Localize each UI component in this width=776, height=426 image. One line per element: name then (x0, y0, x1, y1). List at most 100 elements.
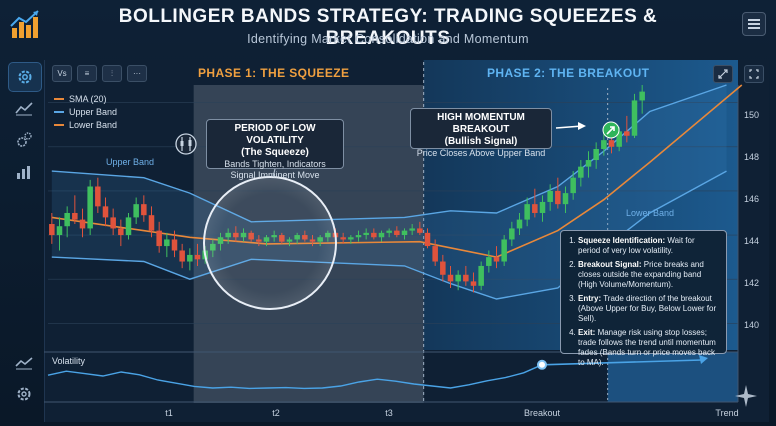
candle-body (501, 239, 507, 262)
y-tick-label: 148 (744, 152, 760, 162)
legend-item-sma[interactable]: SMA (20) (54, 92, 117, 105)
candle-body (624, 131, 630, 136)
candle-body (164, 239, 170, 247)
sidebar-item-preferences[interactable] (8, 380, 40, 408)
candle-body (355, 235, 362, 238)
hamburger-icon (748, 19, 760, 29)
breakout-callout: HIGH MOMENTUM BREAKOUT (Bullish Signal) … (410, 108, 552, 158)
candle-body (72, 212, 78, 220)
breakout-callout-line1: Price Closes Above Upper Band (416, 148, 546, 158)
sidebar-item-settings[interactable] (8, 62, 42, 92)
step-text: Price breaks and closes outside the expa… (578, 260, 704, 289)
line-chart-icon (15, 102, 33, 116)
squeeze-callout-title: PERIOD OF LOW VOLATILITY (234, 123, 316, 146)
gears-icon (17, 132, 32, 147)
candle-body (187, 254, 193, 262)
sidebar-item-indicator[interactable] (8, 348, 40, 376)
legend-text-upper: Upper Band (69, 106, 118, 117)
candle-body (363, 232, 369, 236)
candle-body (455, 274, 461, 282)
compare-button[interactable]: Vs (52, 65, 72, 82)
step-label: Exit: (578, 328, 596, 337)
candle-body (555, 190, 561, 205)
y-tick-label: 146 (744, 194, 760, 204)
step-label: Breakout Signal: (578, 260, 642, 269)
candle-body (570, 177, 576, 194)
candle-body (601, 140, 607, 149)
candle-body (386, 230, 392, 233)
candle-body (340, 237, 346, 240)
step-text: Manage risk using stop losses; trade fol… (578, 328, 716, 367)
legend-text-sma: SMA (20) (69, 93, 107, 104)
candles-button[interactable]: ⫶ (102, 65, 122, 82)
candle-body (194, 254, 201, 260)
candle-body (133, 204, 139, 218)
legend-swatch-lower (54, 123, 64, 126)
candle-body (516, 219, 523, 229)
legend-text-lower: Lower Band (69, 119, 118, 130)
candle-body (585, 160, 592, 167)
breakout-callout-title: HIGH MOMENTUM BREAKOUT (437, 112, 525, 135)
sidebar-item-bar-chart[interactable] (8, 158, 40, 186)
candle-body (348, 237, 354, 240)
upper-band-label: Upper Band (106, 157, 155, 167)
squeeze-callout: PERIOD OF LOW VOLATILITY (The Squeeze) B… (206, 119, 344, 180)
candle-body (118, 228, 124, 236)
legend-item-lower[interactable]: Lower Band (54, 118, 117, 131)
sidebar-item-line-chart[interactable] (8, 94, 40, 122)
lower-band-label: Lower Band (626, 208, 675, 218)
candle-body (394, 230, 400, 236)
candle-body (478, 265, 484, 286)
legend-item-upper[interactable]: Upper Band (54, 105, 117, 118)
app-logo-icon (8, 8, 42, 42)
legend-swatch-upper (54, 110, 64, 113)
candle-body (532, 204, 538, 213)
chart-toolbar: Vs ≡ ⫶ ··· (52, 65, 147, 82)
candle-body (156, 230, 162, 247)
fullscreen-button[interactable] (744, 65, 764, 83)
expand-icon (718, 69, 728, 79)
candle-body (593, 148, 599, 161)
candle-body (378, 232, 385, 238)
candle-body (179, 250, 185, 262)
expand-button[interactable] (713, 65, 733, 83)
squeeze-highlight-circle (203, 176, 337, 310)
breakout-marker (537, 359, 547, 370)
sidebar-item-gears[interactable] (8, 126, 40, 154)
candle-body (401, 230, 408, 236)
x-tick-label: t3 (385, 408, 393, 418)
candle-body (148, 215, 155, 231)
candle-body (440, 261, 446, 275)
candle-body (102, 206, 109, 218)
candle-body (470, 281, 477, 286)
bar-chart-icon (17, 166, 30, 179)
volatility-label: Volatility (52, 356, 86, 366)
x-tick-label: t2 (272, 408, 280, 418)
breakout-callout-subtitle: (Bullish Signal) (444, 136, 518, 147)
candle-body (562, 193, 569, 205)
trend-icon (15, 357, 33, 370)
candle-body (547, 190, 553, 202)
y-tick-label: 150 (744, 110, 760, 120)
candle-body (486, 257, 492, 266)
squeeze-callout-pointer (272, 168, 276, 178)
step-item: Exit: Manage risk using stop losses; tra… (578, 328, 719, 368)
phase-1-label: PHASE 1: THE SQUEEZE (198, 66, 350, 80)
up-arrow-icon (606, 126, 615, 135)
more-button[interactable]: ··· (127, 65, 147, 82)
phase-2-label: PHASE 2: THE BREAKOUT (487, 66, 650, 80)
page-subtitle: Identifying Market Consolidation and Mom… (247, 32, 529, 46)
legend-swatch-sma (54, 97, 64, 100)
volatility-badge-body (180, 141, 184, 146)
indicators-button[interactable]: ≡ (77, 65, 97, 82)
chart-legend: SMA (20) Upper Band Lower Band (54, 92, 117, 131)
candle-body (616, 131, 622, 147)
x-tick-label: t1 (165, 408, 173, 418)
volatility-line (47, 364, 543, 390)
menu-button[interactable] (742, 12, 766, 36)
candle-body (509, 228, 515, 240)
candle-body (524, 204, 530, 220)
squeeze-callout-subtitle: (The Squeeze) (241, 147, 309, 158)
